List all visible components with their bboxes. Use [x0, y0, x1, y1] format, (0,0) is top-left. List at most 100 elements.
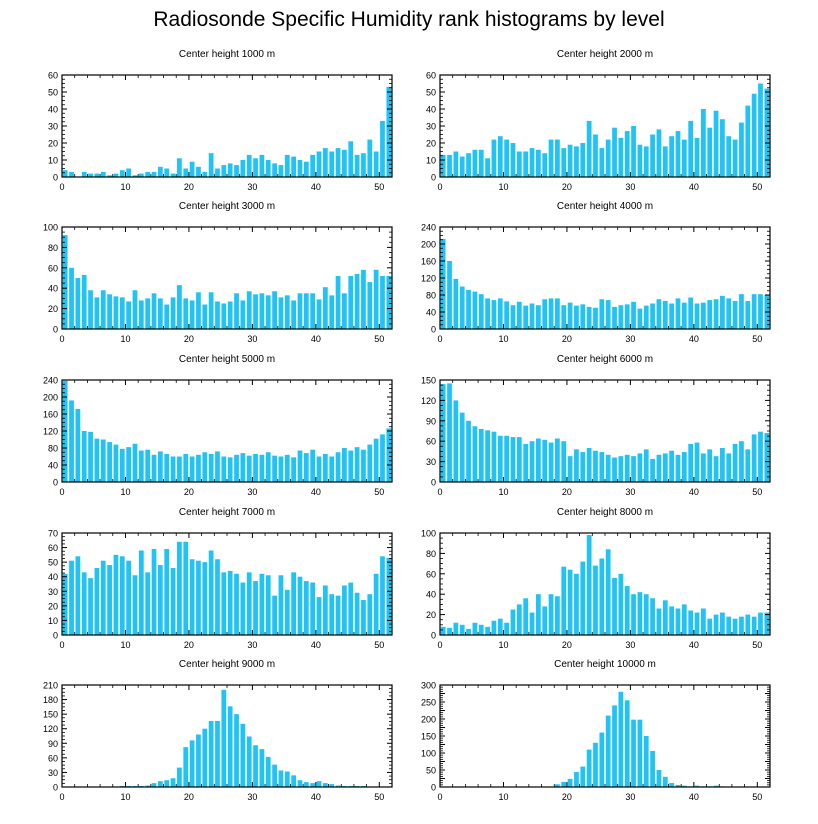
histogram-bar — [510, 437, 516, 482]
histogram-bar — [202, 728, 208, 787]
histogram-bar — [745, 449, 751, 482]
histogram-bar — [94, 567, 100, 635]
histogram-bar — [751, 93, 757, 177]
histogram-bar — [656, 299, 662, 329]
histogram-bar — [732, 139, 738, 177]
y-tick-label: 0 — [431, 478, 436, 488]
y-tick-label: 30 — [426, 457, 436, 467]
histogram-panel: Center height 7000 m 0 10 20 30 40 50 60 70 0 10 20… — [48, 507, 393, 650]
histogram-bar — [472, 426, 478, 482]
histogram-bar — [497, 298, 503, 329]
y-tick-label: 80 — [48, 444, 58, 454]
histogram-bar — [453, 151, 459, 177]
y-tick-label: 0 — [431, 325, 436, 335]
histogram-bar — [348, 141, 354, 177]
histogram-bar — [751, 616, 757, 635]
histogram-bar — [675, 784, 681, 787]
y-tick-label: 80 — [48, 243, 58, 253]
histogram-bar — [380, 275, 385, 329]
y-tick-label: 250 — [421, 698, 436, 708]
histogram-bar — [234, 573, 239, 635]
x-tick-label: 30 — [625, 334, 635, 344]
histogram-bar — [593, 307, 598, 329]
histogram-bar — [669, 606, 675, 635]
histogram-bar — [132, 575, 138, 635]
x-tick-label: 30 — [625, 640, 635, 650]
histogram-bar — [284, 771, 290, 787]
histogram-bar — [126, 168, 132, 177]
histogram-bar — [580, 766, 586, 787]
y-tick-label: 20 — [48, 304, 58, 314]
y-tick-label: 0 — [53, 325, 58, 335]
plot-frame — [439, 684, 771, 788]
histogram-bar — [478, 428, 484, 482]
histogram-bar — [253, 158, 258, 177]
x-tick-label: 50 — [752, 792, 762, 802]
histogram-bar — [227, 570, 233, 635]
histogram-bar — [681, 785, 687, 787]
y-tick-label: 0 — [53, 783, 58, 793]
histogram-bar — [208, 550, 214, 635]
histogram-bar — [694, 137, 700, 177]
histogram-bar — [440, 384, 446, 482]
x-tick-label: 0 — [59, 792, 64, 802]
histogram-bar — [361, 269, 366, 329]
histogram-bar — [739, 441, 744, 482]
histogram-bar — [253, 581, 258, 635]
histogram-bar — [126, 560, 132, 635]
y-tick-label: 90 — [48, 739, 58, 749]
histogram-bar — [529, 148, 535, 177]
histogram-bar — [240, 453, 246, 482]
histogram-bar — [322, 148, 328, 177]
y-tick-label: 60 — [48, 71, 58, 81]
histogram-panel: Center height 8000 m 0 20 40 60 80 100 0 10 20 30 4… — [421, 507, 771, 650]
histogram-bar — [107, 442, 112, 482]
y-tick-label: 180 — [43, 695, 58, 705]
histogram-bar — [335, 275, 341, 329]
histogram-bar — [157, 166, 163, 177]
histogram-bar — [227, 706, 233, 787]
histogram-bar — [605, 300, 611, 329]
histogram-bar — [548, 594, 554, 635]
histogram-bar — [177, 158, 182, 177]
histogram-bar — [745, 300, 751, 329]
histogram-bar — [265, 452, 271, 482]
histogram-bar — [221, 303, 227, 329]
histogram-bar — [650, 134, 655, 177]
histogram-bar — [459, 412, 465, 482]
histogram-bar — [612, 306, 617, 329]
x-tick-label: 20 — [184, 334, 194, 344]
histogram-panel: Center height 1000 m 0 10 20 30 40 50 60 0 10 20 30… — [48, 49, 393, 192]
panel-title: Center height 3000 m — [179, 201, 275, 212]
histogram-bar — [297, 293, 303, 329]
histogram-bar — [497, 435, 503, 482]
histogram-bar — [580, 561, 586, 635]
histogram-bar — [113, 296, 119, 329]
histogram-bar — [272, 163, 277, 177]
histogram-bar — [650, 458, 655, 482]
histogram-bar — [516, 301, 522, 329]
panel-title: Center height 2000 m — [557, 49, 653, 60]
histogram-bar — [555, 596, 560, 635]
histogram-bar — [593, 742, 598, 787]
histogram-bar — [157, 451, 163, 482]
histogram-bar — [624, 131, 630, 177]
histogram-bar — [720, 612, 725, 635]
histogram-bar — [373, 438, 379, 482]
histogram-bar — [303, 453, 309, 482]
histogram-bar — [688, 443, 694, 482]
histogram-bar — [713, 785, 719, 787]
y-tick-label: 40 — [426, 105, 436, 115]
histogram-bar — [113, 444, 119, 482]
x-tick-label: 50 — [752, 487, 762, 497]
x-tick-label: 10 — [120, 487, 130, 497]
histogram-bar — [316, 456, 322, 482]
histogram-bar — [88, 290, 93, 329]
histogram-bar — [612, 705, 617, 787]
x-tick-label: 30 — [247, 792, 257, 802]
x-tick-label: 50 — [374, 182, 384, 192]
y-tick-label: 150 — [421, 376, 436, 386]
histogram-bar — [688, 297, 694, 329]
histogram-bar — [650, 750, 655, 787]
histogram-bar — [643, 594, 649, 635]
